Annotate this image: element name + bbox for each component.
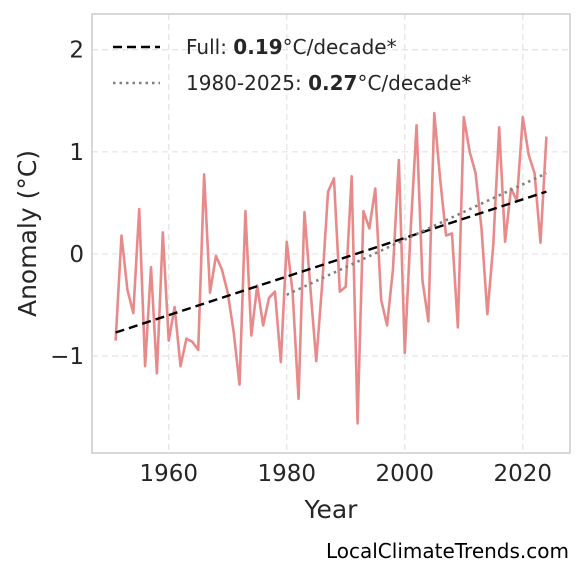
credit-text: LocalClimateTrends.com [325, 539, 569, 563]
y-tick-label: 1 [69, 140, 84, 166]
y-tick-label: −1 [50, 344, 84, 370]
y-tick-label: 2 [69, 38, 84, 64]
x-tick-label: 1980 [257, 461, 316, 487]
plot-frame [91, 13, 571, 454]
x-tick-label: 1960 [139, 461, 198, 487]
x-tick-label: 2020 [494, 461, 553, 487]
y-tick-labels: −1 0 1 2 [50, 38, 84, 370]
series-1980-2025 [286, 172, 547, 296]
x-tick-label: 2000 [375, 461, 434, 487]
x-tick-labels: 1960 1980 2000 2020 [139, 461, 552, 487]
legend-label: 1980-2025: 0.27°C/decade* [186, 71, 471, 95]
series-layer [114, 111, 548, 425]
x-axis-label: Year [304, 495, 359, 524]
y-tick-label: 0 [69, 242, 84, 268]
series-anomaly [114, 111, 548, 425]
legend-label: Full: 0.19°C/decade* [186, 35, 397, 59]
y-axis-label: Anomaly (°C) [13, 150, 42, 317]
legend: Full: 0.19°C/decade* 1980-2025: 0.27°C/de… [113, 35, 471, 95]
series-full [115, 190, 547, 334]
grid-lines [92, 14, 570, 453]
